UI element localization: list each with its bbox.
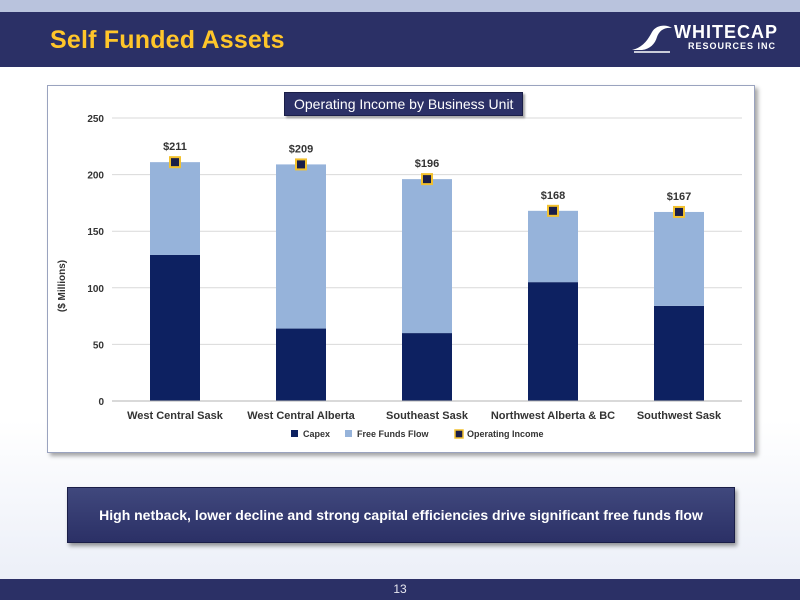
x-tick-label: Southeast Sask bbox=[386, 410, 469, 422]
x-tick-label: West Central Sask bbox=[127, 410, 224, 422]
operating-income-marker bbox=[421, 173, 433, 186]
operating-income-marker bbox=[169, 156, 181, 169]
operating-income-marker bbox=[673, 205, 685, 218]
top-stripe bbox=[0, 0, 800, 12]
operating-income-marker bbox=[547, 204, 559, 217]
logo-subtitle: RESOURCES INC bbox=[688, 41, 777, 51]
chart-title: Operating Income by Business Unit bbox=[284, 92, 524, 116]
y-tick-label: 150 bbox=[87, 227, 104, 238]
axes: ($ Millions) 0 50 100 150 200 250 West Central… bbox=[57, 114, 742, 422]
free-funds-flow-bar bbox=[402, 179, 452, 334]
operating-income-data-label: $209 bbox=[289, 143, 313, 155]
logo-wordmark: WHITECAP bbox=[674, 22, 778, 42]
summary-callout: High netback, lower decline and strong c… bbox=[67, 487, 735, 543]
footer-band: 13 bbox=[0, 579, 800, 600]
legend-swatch bbox=[291, 430, 298, 437]
legend-swatch bbox=[345, 430, 352, 437]
capex-bar bbox=[402, 333, 452, 401]
x-tick-label: West Central Alberta bbox=[247, 410, 355, 422]
operating-income-marker bbox=[295, 158, 307, 171]
capex-bar bbox=[528, 282, 578, 401]
operating-income-data-label: $167 bbox=[667, 191, 691, 203]
slide-title: Self Funded Assets bbox=[50, 26, 285, 54]
chart-panel: ($ Millions) 0 50 100 150 200 250 West Central… bbox=[47, 85, 755, 453]
x-tick-label: Northwest Alberta & BC bbox=[491, 410, 615, 422]
y-tick-label: 50 bbox=[93, 340, 105, 351]
y-tick-label: 0 bbox=[98, 397, 104, 408]
header-band bbox=[0, 12, 800, 67]
legend-label: Capex bbox=[303, 429, 330, 439]
operating-income-markers: $211 $209 $196 $168 $167 bbox=[163, 141, 691, 218]
y-tick-label: 100 bbox=[87, 284, 104, 295]
free-funds-flow-bar bbox=[276, 164, 326, 329]
y-tick-label: 200 bbox=[87, 171, 104, 182]
capex-bar bbox=[150, 254, 200, 401]
legend-swatch-operating-income bbox=[454, 429, 464, 439]
company-logo: WHITECAP RESOURCES INC bbox=[630, 20, 790, 58]
y-axis-label: ($ Millions) bbox=[57, 260, 68, 312]
page-number: 13 bbox=[393, 582, 407, 596]
bars bbox=[150, 162, 704, 401]
legend-label: Free Funds Flow bbox=[357, 429, 430, 439]
free-funds-flow-bar bbox=[150, 162, 200, 255]
free-funds-flow-bar bbox=[528, 210, 578, 283]
legend: Capex Free Funds Flow Operating Income bbox=[291, 429, 544, 439]
free-funds-flow-bar bbox=[654, 211, 704, 306]
operating-income-data-label: $211 bbox=[163, 141, 187, 153]
operating-income-data-label: $196 bbox=[415, 158, 439, 170]
summary-callout-text: High netback, lower decline and strong c… bbox=[99, 507, 703, 523]
capex-bar bbox=[654, 305, 704, 401]
y-tick-label: 250 bbox=[87, 114, 104, 125]
stacked-bar-chart: ($ Millions) 0 50 100 150 200 250 West Central… bbox=[57, 114, 742, 439]
operating-income-data-label: $168 bbox=[541, 190, 565, 202]
x-tick-label: Southwest Sask bbox=[637, 410, 722, 422]
capex-bar bbox=[276, 328, 326, 401]
wave-icon bbox=[632, 25, 672, 53]
legend-label: Operating Income bbox=[467, 429, 544, 439]
